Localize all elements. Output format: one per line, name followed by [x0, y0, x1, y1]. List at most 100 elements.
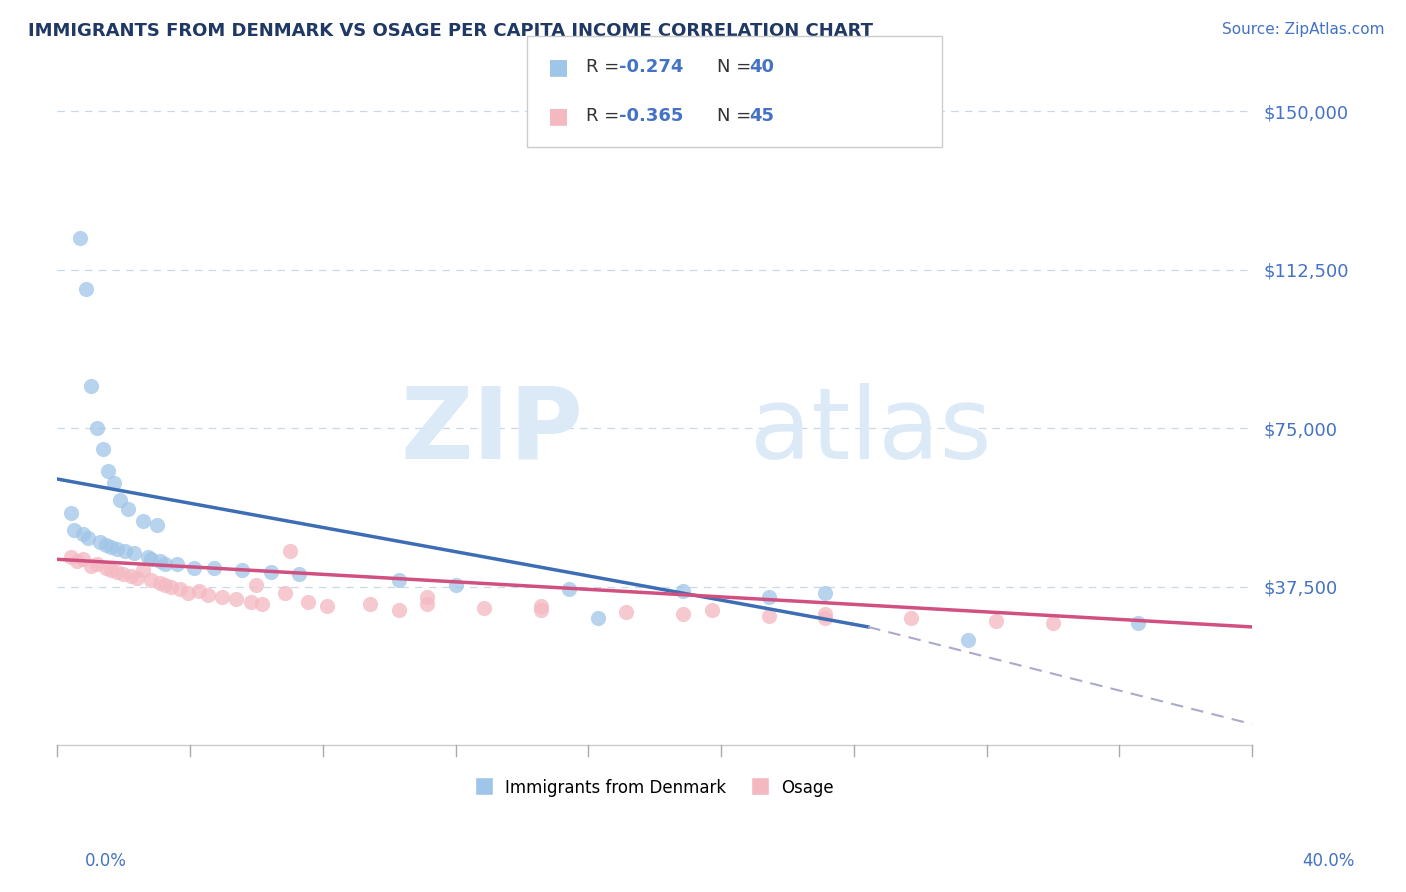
Point — [316, 599, 339, 613]
Point — [120, 569, 142, 583]
Text: 40: 40 — [749, 58, 775, 76]
Point — [136, 550, 159, 565]
Point — [231, 563, 253, 577]
Point — [105, 541, 128, 556]
Point — [758, 609, 780, 624]
Point — [72, 552, 94, 566]
Point — [60, 506, 83, 520]
Point — [614, 605, 637, 619]
Point — [94, 537, 117, 551]
Text: 0.0%: 0.0% — [84, 852, 127, 870]
Point — [274, 586, 297, 600]
Point — [160, 580, 183, 594]
Point — [69, 231, 91, 245]
Point — [586, 611, 609, 625]
Point — [814, 586, 837, 600]
Point — [122, 546, 145, 560]
Point — [111, 567, 134, 582]
Point — [250, 597, 273, 611]
Point — [700, 603, 723, 617]
Point — [155, 577, 177, 591]
Text: R =: R = — [586, 107, 626, 125]
Point — [472, 601, 495, 615]
Point — [114, 544, 136, 558]
Point — [155, 557, 177, 571]
Text: 40.0%: 40.0% — [1302, 852, 1355, 870]
Point — [131, 514, 153, 528]
Point — [80, 379, 103, 393]
Point — [1042, 615, 1064, 630]
Text: N =: N = — [717, 58, 756, 76]
Text: ■: ■ — [548, 57, 569, 77]
Point — [139, 574, 162, 588]
Text: atlas: atlas — [751, 383, 991, 480]
Point — [125, 571, 148, 585]
Point — [388, 574, 411, 588]
Point — [245, 577, 267, 591]
Text: 45: 45 — [749, 107, 775, 125]
Text: -0.274: -0.274 — [619, 58, 683, 76]
Point — [956, 632, 979, 647]
Point — [239, 594, 262, 608]
Point — [97, 464, 120, 478]
Point — [1128, 615, 1150, 630]
Point — [86, 421, 108, 435]
Point — [89, 535, 111, 549]
Point — [297, 594, 319, 608]
Point — [63, 523, 86, 537]
Point — [672, 584, 695, 599]
Point — [66, 554, 89, 568]
Point — [530, 599, 553, 613]
Point — [359, 597, 381, 611]
Point — [202, 561, 225, 575]
Point — [117, 501, 139, 516]
Point — [72, 527, 94, 541]
Point — [758, 591, 780, 605]
Point — [183, 561, 205, 575]
Point — [900, 611, 922, 625]
Text: -0.365: -0.365 — [619, 107, 683, 125]
Point — [91, 442, 114, 457]
Point — [86, 557, 108, 571]
Point — [188, 584, 211, 599]
Text: ■: ■ — [548, 106, 569, 126]
Point — [103, 476, 125, 491]
Point — [105, 565, 128, 579]
Point — [108, 493, 131, 508]
Point — [149, 554, 172, 568]
Point — [75, 282, 97, 296]
Point — [145, 518, 167, 533]
Point — [416, 597, 439, 611]
Legend: Immigrants from Denmark, Osage: Immigrants from Denmark, Osage — [468, 772, 841, 804]
Point — [100, 563, 122, 577]
Point — [211, 591, 233, 605]
Text: N =: N = — [717, 107, 756, 125]
Point — [984, 614, 1007, 628]
Text: ZIP: ZIP — [401, 383, 583, 480]
Point — [94, 561, 117, 575]
Point — [149, 575, 172, 590]
Point — [177, 586, 200, 600]
Point — [814, 607, 837, 622]
Point — [139, 552, 162, 566]
Point — [280, 544, 302, 558]
Text: Source: ZipAtlas.com: Source: ZipAtlas.com — [1222, 22, 1385, 37]
Point — [416, 591, 439, 605]
Point — [131, 563, 153, 577]
Point — [444, 577, 467, 591]
Point — [80, 558, 103, 573]
Point — [288, 567, 311, 582]
Text: R =: R = — [586, 58, 626, 76]
Text: IMMIGRANTS FROM DENMARK VS OSAGE PER CAPITA INCOME CORRELATION CHART: IMMIGRANTS FROM DENMARK VS OSAGE PER CAP… — [28, 22, 873, 40]
Point — [77, 531, 100, 545]
Point — [169, 582, 191, 596]
Point — [388, 603, 411, 617]
Point — [60, 550, 83, 565]
Point — [558, 582, 581, 596]
Point — [100, 540, 122, 554]
Point — [197, 588, 219, 602]
Point — [259, 565, 281, 579]
Point — [814, 611, 837, 625]
Point — [530, 603, 553, 617]
Point — [672, 607, 695, 622]
